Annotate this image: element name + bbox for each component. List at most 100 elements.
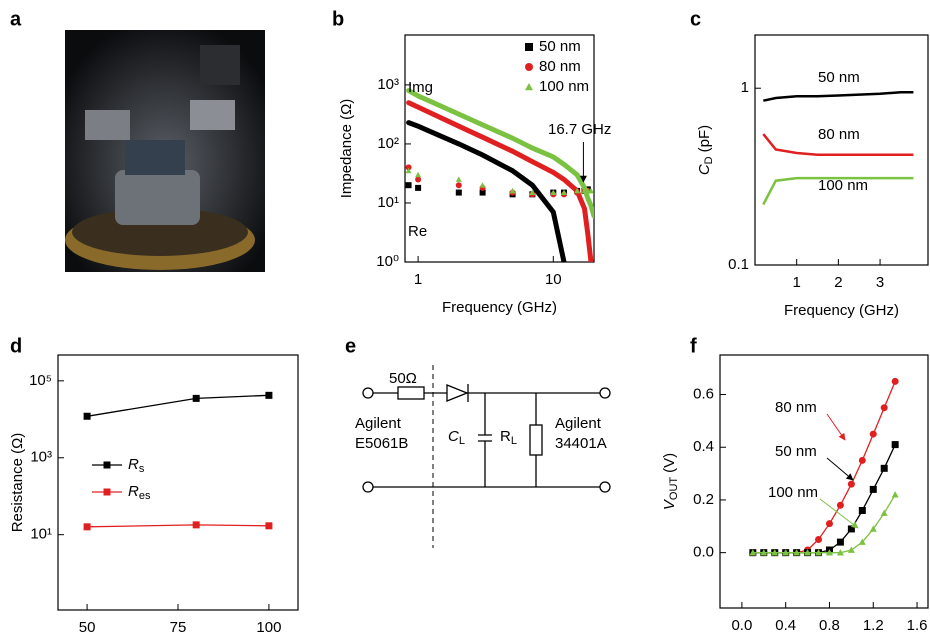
img-curve (406, 120, 567, 262)
resistor-label: 50Ω (389, 370, 417, 387)
series-line (762, 176, 914, 206)
y-tick-label: 10³ (377, 76, 399, 93)
marker (880, 404, 888, 412)
x-tick-label: 50 (79, 619, 96, 636)
x-tick-label: 2 (834, 274, 842, 291)
plot-area (762, 90, 914, 206)
axis-label: CD (pF) (696, 125, 715, 175)
plot-frame (57, 354, 299, 611)
axis-label: Frequency (GHz) (442, 299, 557, 316)
panel-label: d (10, 335, 22, 357)
marker (529, 189, 536, 195)
marker (550, 189, 557, 195)
marker (782, 549, 790, 556)
label-arrow (826, 457, 854, 481)
marker (869, 430, 877, 438)
marker (891, 441, 899, 449)
legend-label: Res (128, 483, 151, 502)
marker (880, 509, 888, 516)
marker (415, 176, 422, 183)
x-tick-label: 0.0 (731, 617, 752, 634)
marker (815, 549, 823, 556)
axis-symbol: V (661, 498, 678, 510)
legend-marker (103, 488, 111, 496)
marker (455, 189, 462, 196)
marker (880, 464, 888, 472)
marker (83, 523, 91, 531)
label-arrow (826, 413, 846, 441)
marker (825, 549, 833, 556)
y-tick-label: 10¹ (30, 526, 52, 543)
series-label: 50 nm (775, 443, 817, 460)
x-tick-label: 0.8 (819, 617, 840, 634)
img-curve (406, 100, 594, 262)
plot-frame (754, 34, 929, 266)
marker (83, 412, 91, 420)
y-tick-label: 10⁵ (29, 372, 52, 389)
marker (891, 491, 899, 498)
load-symbol: R (500, 428, 511, 445)
photo (65, 30, 265, 272)
series-label: 100 nm (768, 484, 818, 501)
x-tick-label: 1 (414, 271, 422, 288)
y-tick-label: 10¹ (377, 194, 399, 211)
marker (825, 520, 833, 528)
annotation: 16.7 GHz (548, 121, 611, 138)
marker (858, 538, 866, 545)
axis-label: Resistance (Ω) (9, 433, 26, 533)
marker (405, 182, 412, 189)
axis-unit: (pF) (696, 125, 713, 153)
legend-label: Rs (128, 456, 145, 475)
marker (815, 535, 823, 543)
label-arrow (819, 498, 859, 529)
series-line (87, 524, 269, 528)
marker (793, 549, 801, 556)
x-tick-label: 0.4 (775, 617, 796, 634)
marker (858, 456, 866, 464)
marker (804, 549, 812, 556)
marker (265, 391, 273, 399)
axis-label: VOUT (V) (661, 453, 680, 510)
load-label: RL (500, 428, 517, 447)
legend-marker (525, 83, 533, 91)
marker (405, 164, 412, 171)
series-label: 100 nm (818, 177, 868, 194)
marker (869, 485, 877, 493)
load-subscript: L (511, 435, 517, 447)
panel-label: a (10, 8, 22, 30)
marker (405, 167, 412, 174)
series-line (762, 133, 914, 157)
plot-area (405, 88, 594, 262)
plot-area (749, 377, 899, 557)
x-tick-label: 1.6 (907, 617, 928, 634)
legend-marker (525, 43, 533, 51)
meter-label: Agilent (555, 415, 602, 432)
x-tick-label: 75 (170, 619, 187, 636)
legend-label: 80 nm (539, 58, 581, 75)
annotation: Re (408, 223, 427, 240)
legend-symbol: R (128, 483, 139, 500)
capacitor-subscript: L (459, 435, 465, 447)
y-tick-label: 10³ (30, 449, 52, 466)
panel-label: c (690, 8, 701, 30)
marker (455, 182, 462, 189)
marker (869, 525, 877, 532)
x-tick-label: 10 (545, 271, 562, 288)
legend-symbol: R (128, 456, 139, 473)
marker (192, 521, 200, 529)
y-tick-label: 0.6 (693, 386, 714, 403)
x-tick-label: 1.2 (863, 617, 884, 634)
marker (192, 394, 200, 402)
axis-subscript: D (703, 156, 715, 164)
legend-marker (525, 63, 533, 71)
source-label: Agilent (355, 415, 402, 432)
marker (847, 546, 855, 553)
axis-unit: (V) (661, 453, 678, 473)
axis-label: Impedance (Ω) (338, 99, 355, 199)
legend-marker (103, 461, 111, 469)
marker (415, 171, 422, 178)
panel-label: b (332, 8, 344, 30)
marker (847, 480, 855, 488)
series-line (86, 394, 269, 417)
